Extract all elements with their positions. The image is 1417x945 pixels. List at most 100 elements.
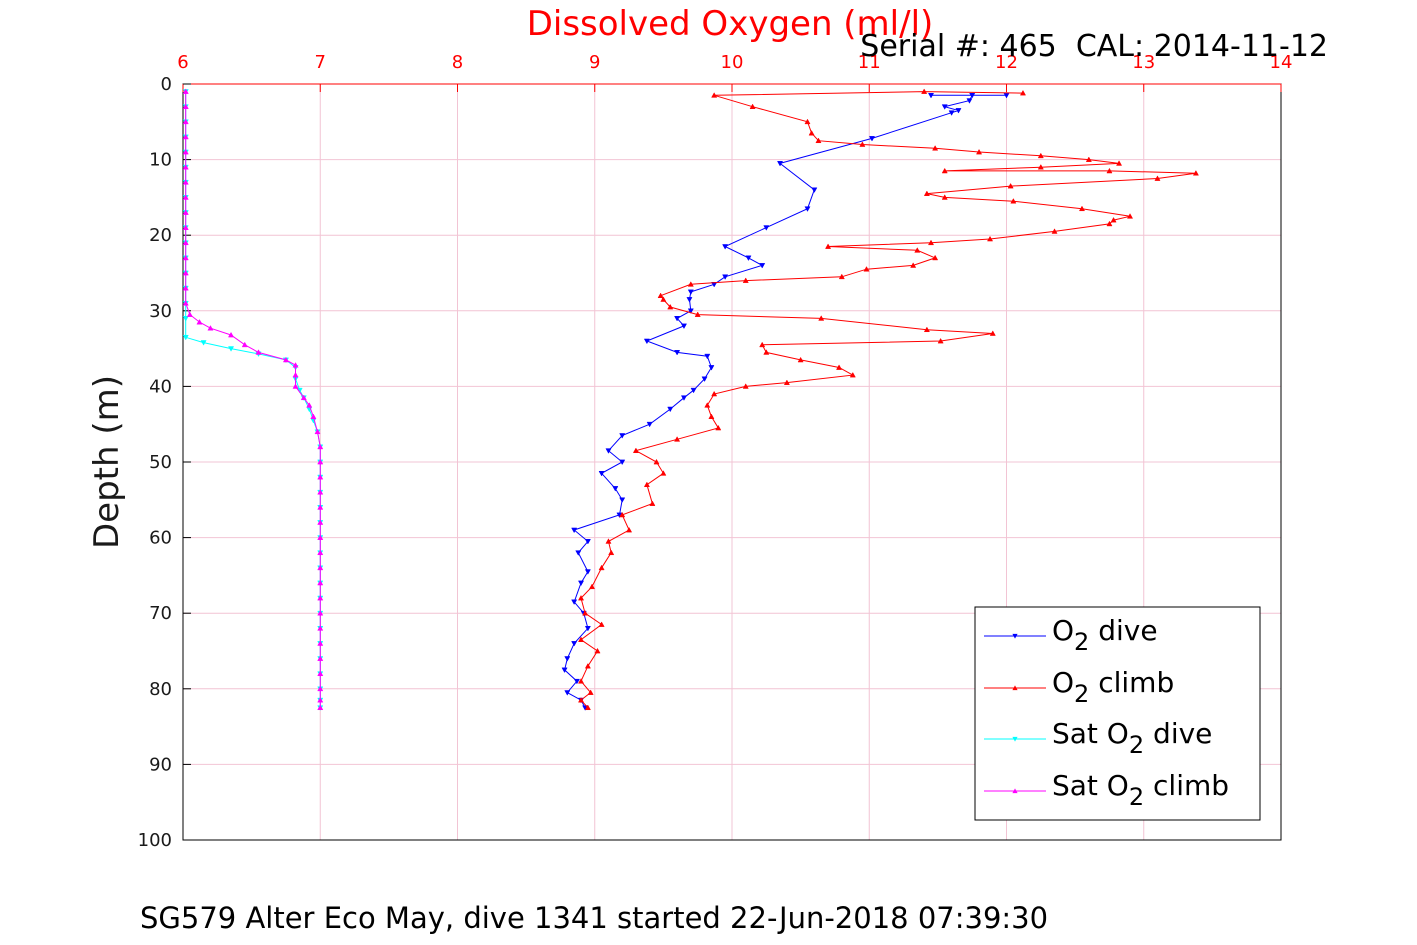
data-point (759, 341, 766, 348)
legend-marker-sample (1012, 633, 1018, 639)
data-point (182, 209, 189, 215)
data-point (701, 376, 708, 382)
data-point (317, 549, 324, 556)
data-point (317, 458, 324, 465)
data-point (704, 353, 711, 360)
data-point (836, 364, 843, 370)
legend-label-text: climb (1144, 769, 1229, 802)
series-o2-dive (561, 93, 1010, 711)
data-point (241, 341, 248, 348)
data-point (182, 88, 189, 94)
x-tick-label: 8 (452, 52, 463, 73)
x-tick-label: 13 (1132, 52, 1155, 73)
data-point (578, 580, 585, 587)
data-point (941, 104, 948, 110)
data-point (182, 194, 189, 200)
series-sat-o2-climb (182, 88, 324, 711)
data-point (608, 549, 615, 556)
data-point (722, 244, 729, 250)
data-point (292, 371, 299, 378)
data-point (605, 538, 612, 544)
y-tick-label: 50 (149, 452, 172, 473)
data-point (1154, 175, 1161, 181)
data-point (649, 500, 656, 506)
data-point (777, 161, 784, 167)
data-point (578, 697, 585, 703)
data-point (804, 118, 811, 125)
y-tick-label: 90 (149, 754, 172, 775)
y-tick-label: 70 (149, 603, 172, 624)
y-tick-label: 40 (149, 376, 172, 397)
data-point (182, 254, 189, 261)
data-point (317, 443, 324, 450)
data-point (690, 387, 697, 394)
data-point (1116, 160, 1123, 166)
data-point (708, 413, 715, 419)
data-point (686, 297, 693, 303)
data-point (711, 390, 718, 397)
series-line (185, 91, 321, 708)
data-point (653, 458, 660, 465)
data-point (667, 406, 674, 413)
data-point (966, 98, 973, 104)
data-point (1085, 156, 1092, 162)
data-point (578, 636, 585, 642)
data-point (1110, 216, 1117, 223)
data-point (763, 225, 770, 231)
data-point (849, 371, 856, 378)
data-point (815, 137, 822, 144)
data-point (182, 118, 189, 125)
legend-label-text: Sat O (1052, 717, 1129, 750)
data-point (742, 383, 749, 389)
legend-label: O2 climb (1052, 666, 1174, 708)
data-point (987, 235, 994, 242)
data-point (619, 497, 626, 503)
data-point (317, 625, 324, 631)
data-point (1106, 220, 1113, 227)
data-point (910, 262, 917, 268)
data-point (578, 678, 585, 684)
y-tick-label: 100 (138, 830, 172, 851)
data-point (859, 141, 866, 147)
x-tick-layer: 6 7 8 9 10 11 12 13 14 (177, 52, 1292, 92)
data-point (708, 365, 715, 371)
x-tick-label: 12 (995, 52, 1018, 73)
data-point (182, 334, 189, 341)
data-point (941, 167, 948, 174)
x-tick-label: 6 (177, 52, 188, 73)
y-tick-label: 10 (149, 150, 172, 171)
data-point (588, 583, 596, 590)
legend-label-text: dive (1144, 717, 1212, 750)
y-tick-layer: 0 10 20 30 40 50 60 70 80 90 100 (138, 74, 191, 851)
legend-label: Sat O2 climb (1052, 769, 1229, 811)
data-point (759, 263, 766, 269)
legend-label-text: Sat O (1052, 769, 1129, 802)
data-point (228, 346, 235, 352)
data-point (955, 108, 962, 114)
data-point (317, 594, 324, 601)
data-point (582, 610, 589, 616)
data-point (587, 689, 594, 695)
x-tick-label: 14 (1270, 52, 1293, 73)
data-point (1078, 205, 1086, 212)
legend-entry: O2 climb (984, 666, 1174, 708)
y-tick-label: 80 (149, 679, 172, 700)
data-point (317, 534, 324, 540)
data-point (948, 110, 955, 116)
data-point (808, 130, 815, 136)
legend-label-subscript: 2 (1074, 628, 1089, 656)
legend-label-subscript: 2 (1129, 783, 1144, 811)
data-point (927, 93, 935, 99)
legend-marker-sample (1012, 788, 1018, 794)
y-axis-label: Depth (m) (87, 375, 127, 549)
data-point (660, 470, 667, 476)
data-point (711, 92, 718, 98)
data-point (838, 273, 845, 280)
data-point (619, 433, 626, 439)
data-point (927, 239, 935, 246)
data-point (317, 519, 324, 525)
data-point (255, 349, 262, 355)
data-point (868, 136, 876, 142)
data-point (863, 266, 870, 272)
series-line (564, 94, 1007, 708)
